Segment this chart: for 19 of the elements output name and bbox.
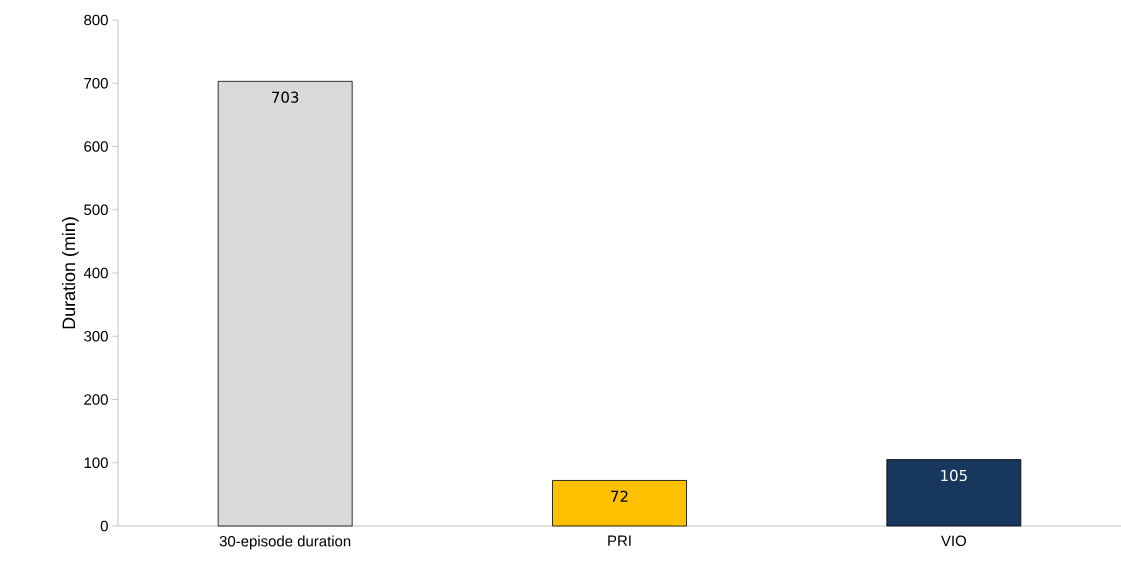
y-tick-label: 400: [83, 267, 108, 279]
y-tick-label: 800: [84, 14, 108, 26]
y-tick-label: 600: [84, 141, 108, 152]
bar: [886, 459, 1022, 527]
y-tick-label: 500: [84, 204, 108, 216]
x-tick-label: 30-episode duration: [219, 535, 351, 550]
x-tick-label: PRI: [608, 535, 631, 546]
y-axis-title: Duration (min): [61, 217, 79, 329]
y-tick-label: 300: [84, 330, 108, 342]
y-tick-label: 700: [84, 77, 108, 89]
data-label: 703: [272, 91, 299, 103]
y-tick-label: 200: [84, 394, 108, 405]
x-tick-label: VIO: [941, 535, 966, 547]
bar: [217, 80, 353, 527]
data-label: 105: [941, 469, 967, 482]
data-label: 72: [611, 490, 628, 502]
y-tick-label: 0: [100, 520, 108, 532]
y-tick-label: 100: [84, 457, 108, 469]
bar: [552, 480, 687, 527]
